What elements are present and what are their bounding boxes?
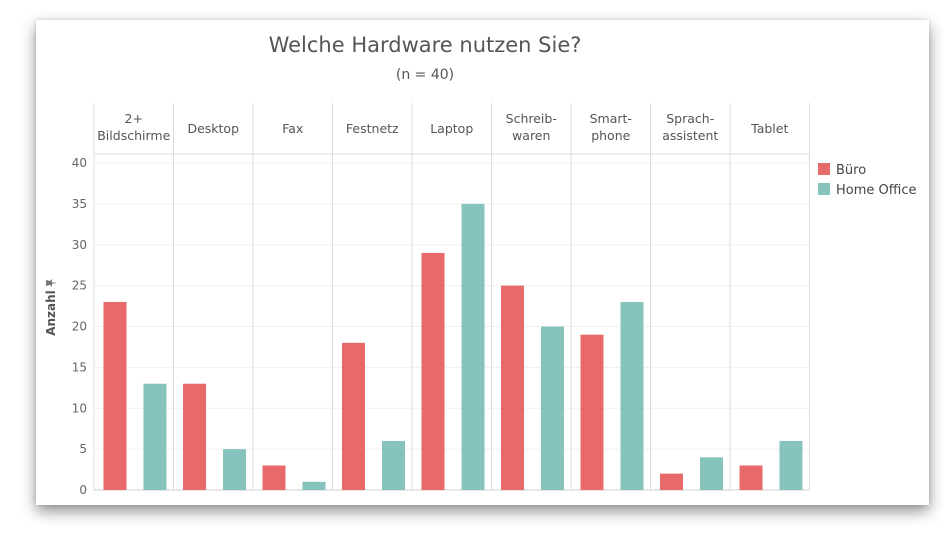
bars	[103, 203, 803, 491]
chart-subtitle: (n = 40)	[396, 67, 454, 83]
y-tick-label: 25	[72, 279, 87, 293]
bar-home-office[interactable]	[302, 481, 326, 490]
category-label: Tablet	[750, 121, 788, 136]
bar-buero[interactable]	[739, 465, 763, 490]
bar-buero[interactable]	[342, 342, 365, 490]
bar-buero[interactable]	[103, 301, 127, 490]
category-label: Fax	[282, 121, 303, 136]
bar-buero[interactable]	[501, 285, 524, 490]
bar-home-office[interactable]	[700, 457, 723, 490]
legend: Büro Home Office	[818, 163, 916, 198]
y-tick-label: 35	[72, 197, 87, 211]
bar-home-office[interactable]	[382, 440, 405, 490]
bar-home-office[interactable]	[620, 301, 644, 490]
y-tick-label: 20	[72, 320, 87, 334]
bar-buero[interactable]	[183, 383, 206, 490]
legend-label: Büro	[836, 163, 866, 178]
category-label: Sprach-assistent	[662, 111, 718, 143]
category-label: 2+ Bildschirme	[97, 111, 170, 143]
legend-swatch	[818, 183, 830, 195]
category-label: Schreib-waren	[506, 111, 557, 143]
grid-layer	[93, 103, 810, 491]
bar-home-office[interactable]	[779, 440, 803, 490]
pin-icon	[46, 279, 56, 287]
category-label: Festnetz	[346, 121, 399, 136]
bar-home-office[interactable]	[461, 203, 485, 490]
y-tick-label: 0	[79, 483, 87, 497]
category-label: Smart-phone	[590, 111, 632, 143]
y-axis-ticks: 0 5 10 15 20 25 30 35 40	[72, 156, 87, 497]
bar-buero[interactable]	[580, 334, 604, 490]
y-tick-label: 15	[72, 360, 87, 374]
legend-label: Home Office	[836, 183, 916, 198]
bar-home-office[interactable]	[541, 326, 564, 491]
legend-swatch	[818, 163, 830, 175]
bar-buero[interactable]	[421, 252, 445, 490]
bar-buero[interactable]	[660, 473, 683, 490]
y-axis-title: Anzahl	[44, 290, 58, 336]
y-tick-label: 10	[72, 401, 87, 415]
chart-title: Welche Hardware nutzen Sie?	[269, 33, 582, 57]
bar-home-office[interactable]	[143, 383, 167, 490]
bar-home-office[interactable]	[223, 449, 246, 490]
category-label: Laptop	[430, 121, 473, 136]
y-tick-label: 40	[72, 156, 87, 170]
bar-buero[interactable]	[262, 465, 286, 490]
category-header: 2+ Bildschirme Desktop Fax Festnetz Laptop Sch…	[97, 111, 788, 143]
category-label: Desktop	[187, 121, 239, 136]
y-tick-label: 30	[72, 238, 87, 252]
y-tick-label: 5	[79, 442, 87, 456]
